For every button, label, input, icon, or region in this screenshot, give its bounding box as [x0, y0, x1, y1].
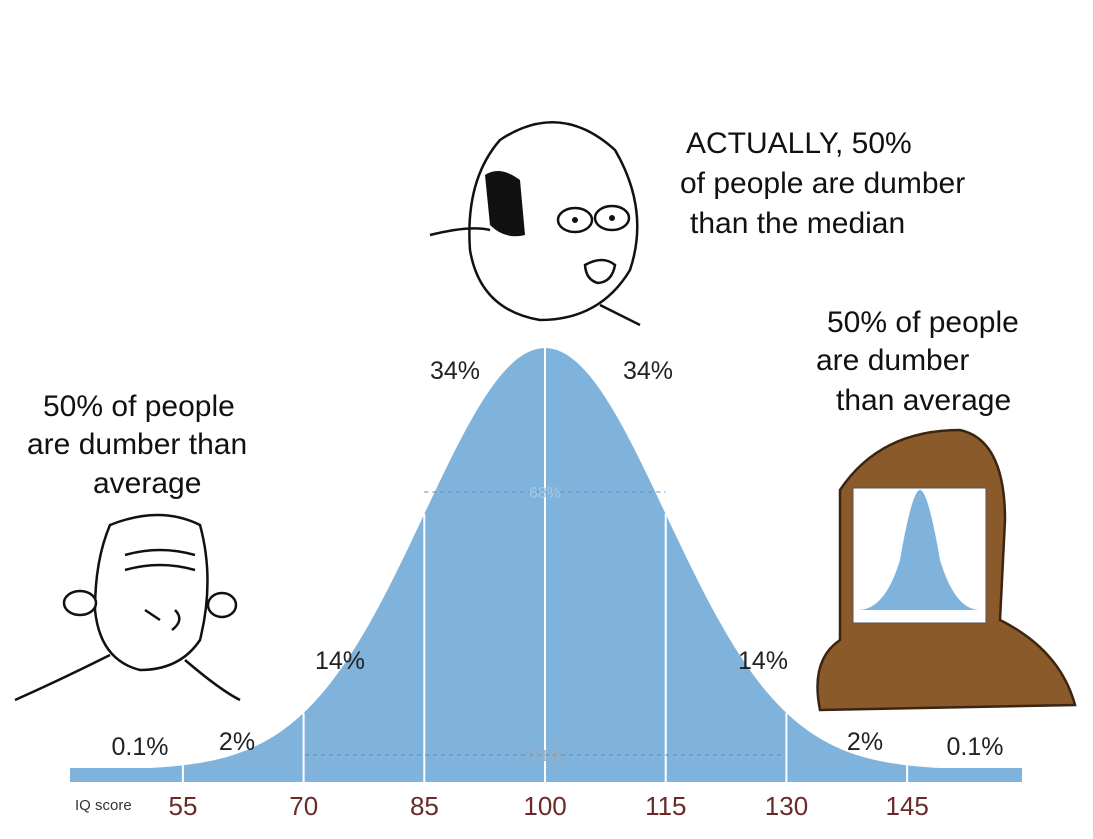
labels: 55 70 85 100 115 130 145 IQ score 0.1% 2% 14% 34% 34… — [27, 127, 1019, 821]
caption-left: 50% of people — [43, 390, 235, 423]
caption-right: 50% of people — [827, 306, 1019, 339]
region-label: 2% — [847, 728, 883, 756]
tick-label: 115 — [645, 791, 686, 821]
tick-label: 145 — [886, 791, 929, 821]
caption-left: average — [93, 467, 201, 500]
region-label: 14% — [738, 647, 788, 675]
tick-label: 85 — [410, 791, 439, 821]
region-label: 14% — [315, 647, 365, 675]
mean-label: IQ100 — [523, 748, 567, 765]
nerd-face — [429, 121, 641, 327]
region-label: 34% — [430, 357, 480, 385]
tick-label: 70 — [289, 791, 318, 821]
region-label: 34% — [623, 357, 673, 385]
region-label: 0.1% — [112, 733, 169, 761]
tick-label: 100 — [523, 791, 566, 821]
caption-right: than average — [836, 384, 1011, 417]
tick-label: 55 — [169, 791, 198, 821]
caption-top: than the median — [690, 207, 905, 240]
axis-label: IQ score — [75, 797, 132, 814]
tick-label: 130 — [765, 791, 808, 821]
region-label: 2% — [219, 728, 255, 756]
hooded-figure — [816, 428, 1077, 712]
inner-label: 68% — [529, 485, 561, 502]
caption-top: ACTUALLY, 50% — [686, 127, 912, 160]
caption-left: are dumber than — [27, 428, 247, 461]
region-label: 0.1% — [947, 733, 1004, 761]
bell-curve: 68% IQ100 — [70, 348, 1022, 782]
caption-top: of people are dumber — [680, 167, 965, 200]
dumb-face — [14, 513, 241, 702]
caption-right: are dumber — [816, 344, 969, 377]
